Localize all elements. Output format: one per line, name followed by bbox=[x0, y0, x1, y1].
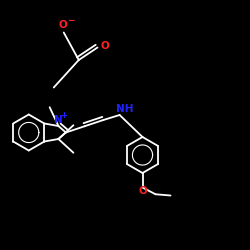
Text: −: − bbox=[67, 16, 74, 25]
Text: O: O bbox=[101, 41, 110, 51]
Text: O: O bbox=[138, 186, 147, 196]
Text: N: N bbox=[54, 115, 63, 125]
Text: NH: NH bbox=[116, 104, 133, 115]
Text: +: + bbox=[60, 110, 68, 120]
Text: O: O bbox=[58, 20, 67, 30]
